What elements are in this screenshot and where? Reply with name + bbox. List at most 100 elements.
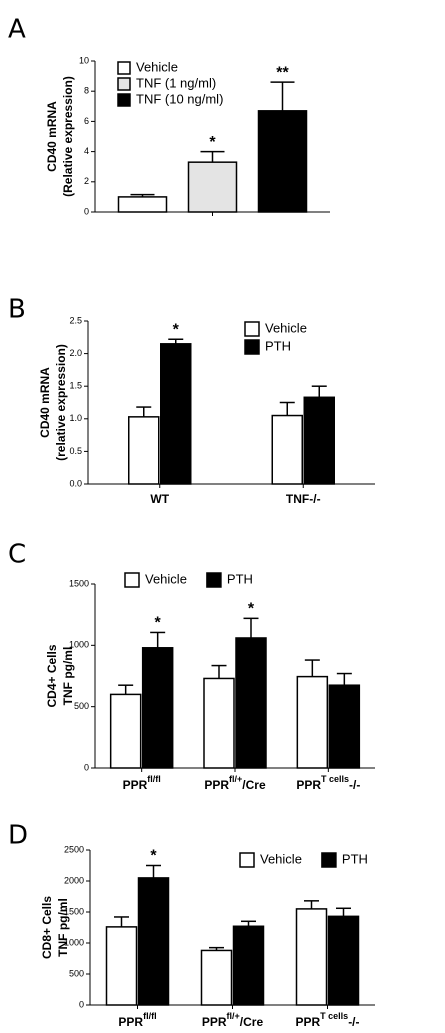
x-tick-label: PPRfl/fl [123, 774, 161, 792]
y-tick-label: 2.5 [69, 315, 82, 325]
y-tick-label: 500 [69, 968, 84, 978]
y-tick-label: 1000 [64, 937, 84, 947]
annotation: * [248, 601, 255, 618]
legend-swatch [117, 61, 131, 75]
x-tick-label: PPRfl/fl [118, 1011, 156, 1029]
bar [203, 677, 235, 769]
bar [128, 416, 160, 485]
bar [160, 343, 192, 485]
annotation: ** [276, 64, 289, 81]
y-tick-label: 2500 [64, 844, 84, 854]
panel-label: B [8, 295, 26, 325]
bar [117, 196, 168, 213]
legend-label: PTH [342, 851, 368, 866]
category-suffix: /Cre [240, 1015, 264, 1029]
y-tick-label: 10 [79, 55, 89, 65]
x-tick-label: WT [150, 492, 169, 506]
legend-label: PTH [227, 571, 253, 586]
bar [200, 949, 233, 1006]
y-tick-label: 1500 [69, 578, 89, 588]
legend-swatch [117, 93, 131, 107]
legend-swatch [244, 339, 260, 355]
annotation: * [173, 321, 180, 338]
category-sup: fl/fl [143, 1011, 157, 1021]
y-tick-label: 0 [79, 999, 84, 1009]
y-axis-label: TNF pg/ml [61, 647, 75, 706]
category-base: PPR [118, 1015, 143, 1029]
bar [232, 925, 265, 1006]
legend-swatch [321, 852, 337, 868]
legend-swatch [124, 572, 140, 588]
panel-label: D [8, 821, 28, 851]
category-sup: T cells [320, 1011, 348, 1021]
category-sup: fl/fl [147, 774, 161, 784]
category-suffix: /Cre [242, 778, 266, 792]
y-axis-label: CD40 mRNA [38, 367, 52, 438]
bar [271, 414, 303, 485]
category-suffix: -/- [349, 778, 360, 792]
category-base: PPR [295, 1015, 320, 1029]
y-tick-label: 2 [84, 176, 89, 186]
y-axis-label: CD4+ Cells [45, 644, 59, 707]
annotation: * [209, 134, 216, 151]
bar [137, 877, 170, 1006]
category-sup: fl/+ [227, 1011, 240, 1021]
category-base: PPR [123, 778, 148, 792]
annotation: * [155, 615, 162, 632]
legend-label: Vehicle [265, 320, 307, 335]
category-sup: fl/+ [229, 774, 242, 784]
bar [109, 693, 142, 769]
legend-swatch [244, 321, 260, 337]
y-tick-label: 1.5 [69, 381, 82, 391]
bar [328, 684, 361, 769]
y-axis-label: (Relative expression) [61, 76, 75, 197]
legend-swatch [206, 572, 222, 588]
y-tick-label: 1500 [64, 906, 84, 916]
y-tick-label: 0.0 [69, 478, 82, 488]
category-base: PPR [204, 778, 229, 792]
y-axis-label: CD8+ Cells [40, 896, 54, 959]
panel-label: A [8, 15, 26, 45]
bar [187, 161, 238, 213]
x-tick-label: PPRT cells-/- [296, 774, 360, 792]
bar [141, 647, 174, 769]
y-axis-label: (relative expression) [54, 344, 68, 461]
y-tick-label: 500 [74, 701, 89, 711]
bar [327, 915, 360, 1006]
y-tick-label: 0.5 [69, 446, 82, 456]
legend-swatch [239, 852, 255, 868]
legend-label: TNF (1 ng/ml) [136, 75, 216, 90]
y-tick-label: 1000 [69, 640, 89, 650]
legend-swatch [117, 77, 131, 91]
y-axis-label: TNF pg/ml [56, 898, 70, 957]
y-tick-label: 2.0 [69, 348, 82, 358]
legend-label: Vehicle [136, 59, 178, 74]
y-tick-label: 0 [84, 206, 89, 216]
bar [235, 637, 267, 769]
bar [296, 675, 329, 769]
bar [303, 396, 335, 485]
category-base: PPR [296, 778, 321, 792]
y-tick-label: 6 [84, 116, 89, 126]
y-tick-label: 2000 [64, 875, 84, 885]
panel-label: C [8, 540, 26, 570]
bar [257, 110, 308, 213]
category-suffix: -/- [348, 1015, 359, 1029]
category-base: PPR [202, 1015, 227, 1029]
x-tick-label: TNF-/- [286, 492, 321, 506]
category-sup: T cells [321, 774, 349, 784]
annotation: * [150, 848, 157, 865]
legend-label: Vehicle [260, 851, 302, 866]
legend-label: Vehicle [145, 571, 187, 586]
y-tick-label: 1.0 [69, 413, 82, 423]
legend-label: TNF (10 ng/ml) [136, 91, 223, 106]
y-tick-label: 8 [84, 86, 89, 96]
x-tick-label: PPRfl/+/Cre [204, 774, 266, 792]
y-tick-label: 0 [84, 762, 89, 772]
y-tick-label: 4 [84, 146, 89, 156]
bar [295, 908, 328, 1006]
x-tick-label: PPRfl/+/Cre [202, 1011, 264, 1029]
bar [105, 926, 138, 1006]
legend-label: PTH [265, 338, 291, 353]
